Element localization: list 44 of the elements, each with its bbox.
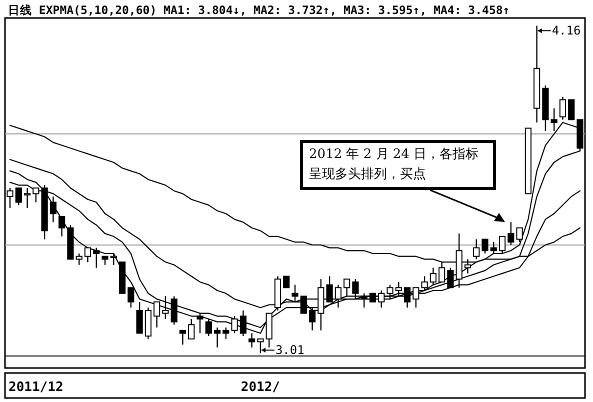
candlestick xyxy=(430,267,436,286)
candlestick xyxy=(179,330,186,346)
candlestick xyxy=(283,276,290,288)
candlestick xyxy=(248,332,256,348)
candlestick xyxy=(15,187,22,206)
candlestick xyxy=(568,99,575,120)
annotation: 2012 年 2 月 24 日，各指标呈现多头排列，买点 xyxy=(300,140,496,190)
x-tick-label: 2012/ xyxy=(240,380,280,395)
candlestick xyxy=(93,247,100,268)
candlestick xyxy=(84,247,92,263)
candlestick xyxy=(482,238,488,254)
candlestick xyxy=(136,301,143,334)
candlestick xyxy=(222,326,230,340)
candlestick xyxy=(50,196,56,223)
candlestick xyxy=(421,276,428,292)
candlestick xyxy=(110,252,117,266)
candlestick xyxy=(128,287,134,308)
chart-title: 日线 EXPMA(5,10,20,60) MA1: 3.804↓, MA2: 3.732↑, MA3: 3.595↑, MA4: 3.458↑ xyxy=(8,3,510,17)
candlestick xyxy=(292,284,298,302)
candlestick xyxy=(447,267,454,288)
candlestick xyxy=(257,338,264,354)
candlestick xyxy=(188,318,195,340)
candlestick xyxy=(24,187,31,209)
candlestick xyxy=(386,284,394,300)
candlestick xyxy=(344,278,350,297)
x-tick-label: 2011/12 xyxy=(8,380,64,395)
candlestick xyxy=(490,242,497,254)
candlestick xyxy=(395,281,402,297)
candlestick xyxy=(473,238,480,260)
candlestick xyxy=(32,187,40,203)
candlestick xyxy=(352,278,359,300)
candlestick xyxy=(508,222,514,246)
annotation: 3.01 xyxy=(275,343,304,358)
candlestick xyxy=(498,236,506,254)
candlestick xyxy=(559,96,566,120)
annotation: 4.16 xyxy=(552,24,581,38)
candlestick xyxy=(6,187,14,209)
candlestick xyxy=(76,252,82,266)
candlestick xyxy=(326,276,333,302)
candlestick xyxy=(516,227,523,243)
candlestick xyxy=(162,296,169,320)
candlestick xyxy=(214,326,221,348)
candlestick xyxy=(170,296,178,326)
candlestick xyxy=(58,216,66,238)
